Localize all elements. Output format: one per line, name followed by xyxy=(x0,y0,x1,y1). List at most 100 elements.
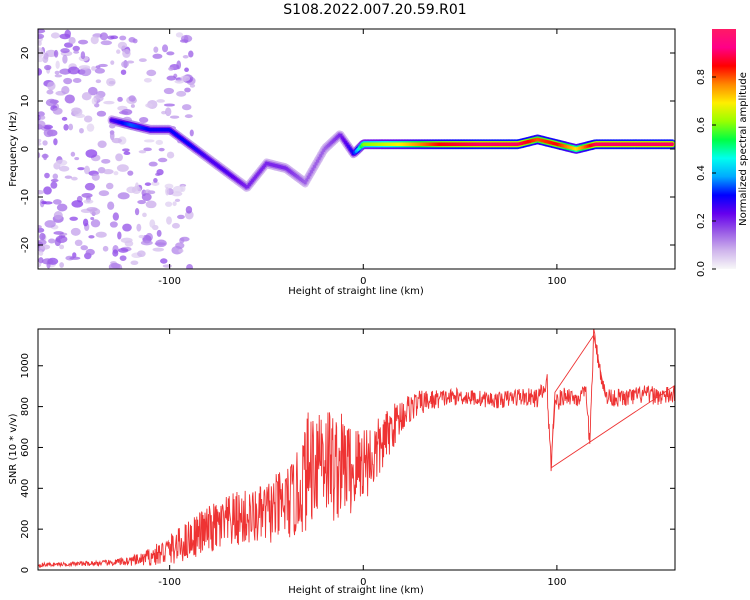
spectrogram-noise-cell xyxy=(158,147,165,152)
spectrogram-noise-cell xyxy=(184,114,193,119)
spectrogram-noise-cell xyxy=(53,231,64,235)
spectrogram-noise-cell xyxy=(134,182,139,191)
spectrogram-noise-cell xyxy=(117,96,123,102)
spectrogram-noise-cell xyxy=(152,53,163,59)
spectrogram-noise-cell xyxy=(155,172,161,177)
spectrogram-ridge-core xyxy=(317,156,321,161)
spectrogram-noise-cell xyxy=(53,211,63,220)
spectrogram-noise-cell xyxy=(175,32,184,38)
spectrogram-noise-cell xyxy=(110,60,115,65)
spectrogram-ridge-core xyxy=(303,180,307,185)
spectrogram-noise-cell xyxy=(74,113,86,118)
spectrogram-noise-cell xyxy=(162,44,169,53)
spectrogram-noise-cell xyxy=(38,68,43,76)
spectrogram-noise-cell xyxy=(143,147,152,152)
spectrogram-ridge-core xyxy=(311,167,315,171)
spectrogram-noise-cell xyxy=(110,35,119,40)
spectrogram-noise-cell xyxy=(52,199,62,205)
spectrogram-noise-cell xyxy=(50,181,58,189)
spectrogram-noise-cell xyxy=(39,232,46,241)
spectrogram-ridge-core xyxy=(314,161,318,166)
spectrogram-noise-cell xyxy=(137,199,146,205)
spectrogram-noise-cell xyxy=(140,240,153,246)
spectrogram-noise-cell xyxy=(185,206,193,214)
spectrogram-noise-cell xyxy=(128,95,136,102)
spectrogram-noise-cell xyxy=(54,70,60,75)
spectrogram-noise-cell xyxy=(178,249,184,253)
spectrogram-noise-cell xyxy=(142,212,147,218)
x-tick-label: 100 xyxy=(547,577,566,588)
spectrogram-noise-cell xyxy=(82,218,89,227)
spectrogram-noise-cell xyxy=(72,78,82,83)
spectrogram-noise-cell xyxy=(105,182,114,190)
spectrogram-noise-cell xyxy=(68,123,74,131)
spectrogram-x-axis-label: Height of straight line (km) xyxy=(288,286,424,297)
colorbar-tick-label: 0.4 xyxy=(696,165,707,181)
spectrogram-ridge-core xyxy=(312,164,317,169)
spectrogram-noise-cell xyxy=(176,60,182,70)
spectrogram-noise-cell xyxy=(165,107,172,117)
spectrogram-noise-cell xyxy=(64,94,75,104)
spectrogram-noise-cell xyxy=(78,39,89,45)
spectrogram-noise-cell xyxy=(166,75,177,81)
spectrogram-noise-cell xyxy=(99,32,108,41)
spectrogram-noise-cell xyxy=(79,127,84,134)
spectrogram-noise-cell xyxy=(74,156,80,161)
spectrogram-noise-cell xyxy=(153,177,158,183)
spectrogram-noise-cell xyxy=(109,131,115,141)
spectrogram-noise-cell xyxy=(109,221,118,228)
spectrogram-noise-cell xyxy=(151,181,160,186)
spectrogram-noise-cell xyxy=(108,80,116,85)
spectrogram-noise-cell xyxy=(96,110,107,117)
spectrogram-noise-cell xyxy=(44,172,50,179)
spectrogram-noise-cell xyxy=(52,107,63,115)
spectrogram-noise-cell xyxy=(77,167,85,171)
spectrogram-noise-cell xyxy=(152,247,165,252)
x-tick-label: 0 xyxy=(360,276,366,287)
spectrogram-noise-cell xyxy=(103,100,115,105)
spectrogram-ridge-core xyxy=(309,170,313,174)
spectrogram-noise-cell xyxy=(83,199,94,204)
y-tick-label: 400 xyxy=(20,479,31,498)
spectrogram-noise-cell xyxy=(59,262,64,268)
spectrogram-noise-cell xyxy=(155,239,167,248)
spectrogram-noise-cell xyxy=(38,239,47,245)
spectrogram-noise-cell xyxy=(124,240,134,247)
figure-title: S108.2022.007.20.59.R01 xyxy=(283,2,467,18)
spectrogram-x-ticks: -100 0 100 xyxy=(158,29,566,287)
spectrogram-noise-cell xyxy=(95,79,102,84)
spectrogram-noise-cell xyxy=(47,81,56,91)
spectrogram-noise-cell xyxy=(41,258,54,265)
spectrogram-noise-cell xyxy=(88,86,98,96)
spectrogram-noise-cell xyxy=(79,67,92,77)
spectrogram-noise-cell xyxy=(165,187,170,196)
spectrogram-ridge-core xyxy=(306,175,310,180)
spectrogram-noise-cell xyxy=(130,260,139,266)
spectrogram-ridge-core xyxy=(315,159,320,163)
spectrogram-noise-cell xyxy=(180,75,191,82)
spectrogram-image xyxy=(38,29,675,269)
spectrogram-noise-cell xyxy=(101,158,111,164)
spectrogram-noise-cell xyxy=(163,103,176,107)
spectrogram-noise-cell xyxy=(127,170,134,176)
spectrogram-noise-cell xyxy=(122,49,131,58)
spectrogram-noise-cell xyxy=(67,66,80,75)
spectrogram-noise-cell xyxy=(70,227,81,236)
spectrogram-noise-cell xyxy=(130,104,135,108)
spectrogram-noise-cell xyxy=(63,77,73,85)
colorbar-label: Normalized spectral amplitude xyxy=(738,72,749,226)
spectrogram-noise-cell xyxy=(156,99,166,103)
spectrogram-noise-cell xyxy=(70,151,76,157)
spectrogram-noise-cell xyxy=(43,186,52,195)
spectrogram-noise-cell xyxy=(91,173,100,181)
spectrogram-noise-cell xyxy=(119,35,127,41)
spectrogram-noise-cell xyxy=(95,65,101,69)
y-tick-label: 0 xyxy=(20,146,31,152)
spectrogram-noise-cell xyxy=(116,164,129,172)
spectrogram-noise-cell xyxy=(43,201,53,205)
spectrogram-noise-cell xyxy=(43,153,48,161)
spectrogram-noise-cell xyxy=(119,255,127,261)
spectrogram-noise-cell xyxy=(149,219,156,228)
